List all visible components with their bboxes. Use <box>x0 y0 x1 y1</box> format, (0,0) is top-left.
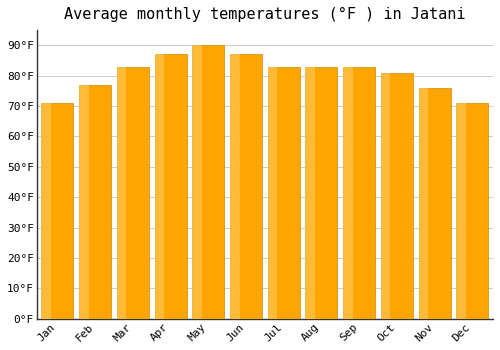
Bar <box>418 88 428 319</box>
Bar <box>343 66 353 319</box>
Bar <box>192 45 224 319</box>
Bar <box>117 66 126 319</box>
Bar <box>230 54 239 319</box>
Bar <box>42 103 51 319</box>
Bar <box>381 73 390 319</box>
Bar <box>306 66 338 319</box>
Bar <box>230 54 262 319</box>
Bar <box>268 66 300 319</box>
Bar <box>456 103 466 319</box>
Bar <box>456 103 488 319</box>
Bar <box>79 85 89 319</box>
Bar <box>268 66 278 319</box>
Bar <box>418 88 450 319</box>
Bar <box>79 85 111 319</box>
Bar <box>192 45 202 319</box>
Bar <box>343 66 375 319</box>
Bar <box>42 103 74 319</box>
Title: Average monthly temperatures (°F ) in Jatani: Average monthly temperatures (°F ) in Ja… <box>64 7 466 22</box>
Bar <box>381 73 413 319</box>
Bar <box>117 66 149 319</box>
Bar <box>154 54 186 319</box>
Bar <box>306 66 315 319</box>
Bar <box>154 54 164 319</box>
